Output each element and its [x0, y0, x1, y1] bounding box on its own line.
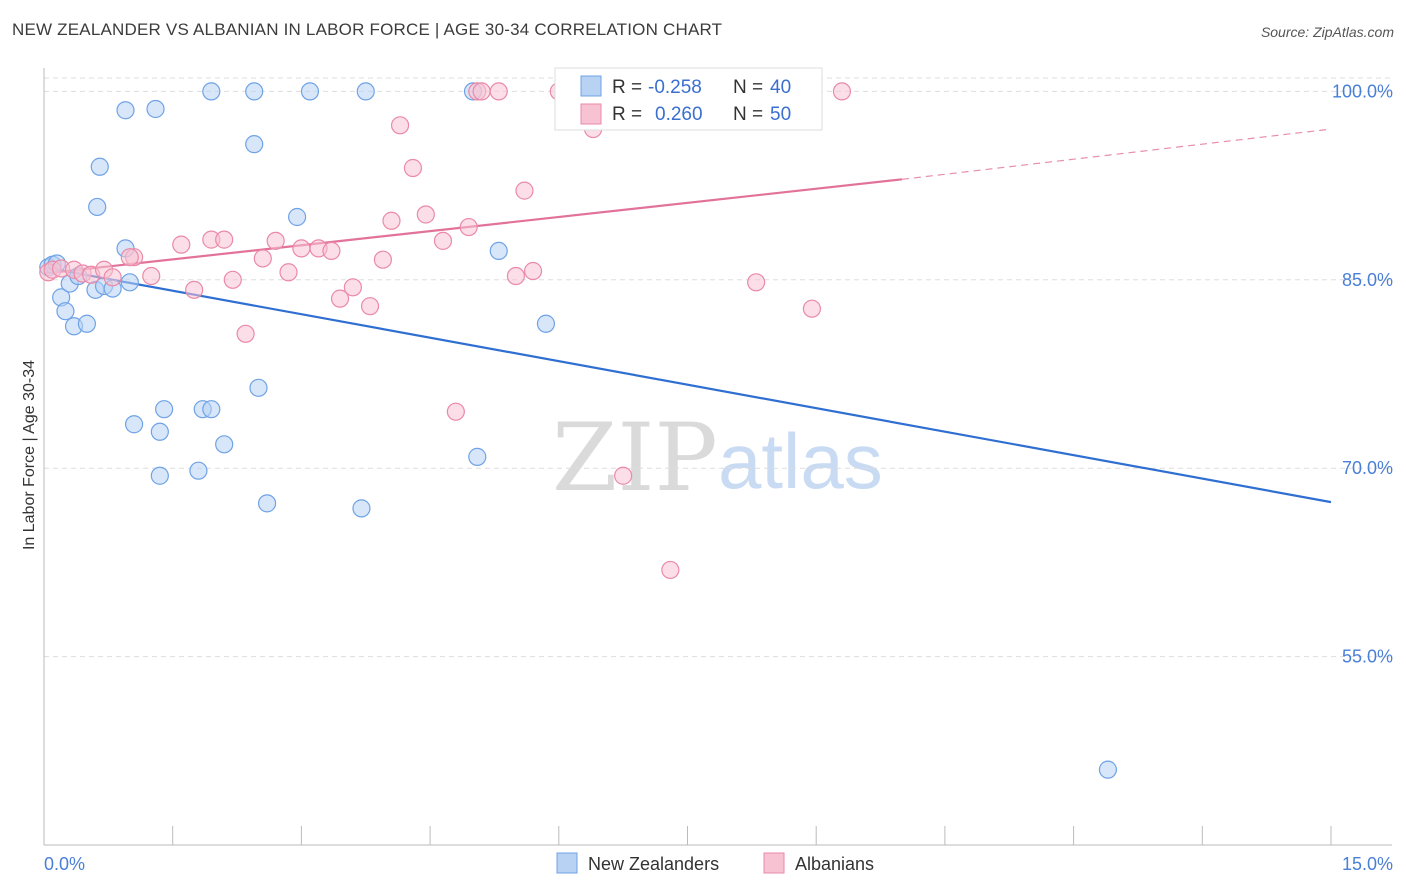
- bottom-legend: New Zealanders Albanians: [556, 852, 874, 874]
- trend-line-new-zealanders: [43, 266, 1332, 504]
- data-point-new-zealanders: [202, 82, 221, 101]
- source-label: Source: ZipAtlas.com: [1260, 24, 1394, 40]
- data-point-new-zealanders: [536, 314, 556, 333]
- data-point-new-zealanders: [288, 207, 307, 227]
- grid-layer: [44, 77, 1392, 658]
- legend-r-value-blue: -0.258: [648, 77, 702, 98]
- data-point-new-zealanders: [189, 461, 208, 480]
- data-point-albanians: [266, 231, 285, 250]
- data-point-albanians: [322, 241, 341, 261]
- data-point-albanians: [236, 324, 255, 343]
- watermark-atlas: atlas: [718, 417, 883, 505]
- data-point-new-zealanders: [245, 82, 264, 101]
- watermark-zip: ZIP: [552, 404, 718, 513]
- points-layer: [39, 82, 1118, 779]
- x-tick-label: 0.0%: [44, 854, 85, 874]
- data-point-new-zealanders: [215, 435, 234, 454]
- data-point-albanians: [747, 273, 766, 292]
- data-point-albanians: [292, 239, 311, 258]
- bottom-legend-swatch-blue: [556, 852, 578, 874]
- chart-title: NEW ZEALANDER VS ALBANIAN IN LABOR FORCE…: [12, 20, 723, 39]
- trend-line-albanians-extension: [901, 128, 1332, 180]
- data-point-new-zealanders: [468, 447, 487, 466]
- data-point-albanians: [661, 560, 680, 580]
- data-point-new-zealanders: [77, 314, 97, 333]
- data-point-new-zealanders: [155, 400, 174, 419]
- data-point-new-zealanders: [116, 101, 135, 120]
- legend-n-value-pink: 50: [770, 104, 791, 125]
- data-point-new-zealanders: [90, 157, 109, 176]
- data-point-new-zealanders: [56, 302, 75, 321]
- data-point-albanians: [390, 116, 410, 135]
- data-point-albanians: [279, 263, 298, 282]
- data-point-albanians: [459, 217, 478, 237]
- data-point-albanians: [330, 289, 350, 308]
- data-point-albanians: [120, 248, 139, 267]
- y-tick-label: 55.0%: [1342, 647, 1393, 667]
- data-point-albanians: [403, 158, 423, 178]
- data-point-new-zealanders: [356, 82, 375, 101]
- data-point-new-zealanders: [352, 499, 371, 518]
- legend-n-value-blue: 40: [770, 77, 791, 98]
- data-point-new-zealanders: [150, 466, 169, 485]
- legend-r-label-pink: R =: [612, 104, 642, 125]
- y-axis-label: In Labor Force | Age 30-34: [21, 360, 38, 550]
- data-point-albanians: [614, 466, 633, 485]
- data-point-albanians: [215, 230, 234, 249]
- legend-swatch-pink: [580, 103, 602, 125]
- data-point-albanians: [185, 280, 204, 299]
- bottom-legend-swatch-pink: [763, 852, 785, 874]
- legend-swatch-blue: [580, 75, 602, 97]
- legend-n-label-blue: N =: [733, 77, 763, 98]
- data-point-albanians: [832, 82, 852, 101]
- data-point-new-zealanders: [146, 99, 165, 119]
- y-tick-label: 100.0%: [1332, 81, 1393, 101]
- y-tick-label: 70.0%: [1342, 458, 1393, 478]
- axis-layer: 55.0% 70.0% 85.0% 100.0% 0.0% 15.0%: [43, 68, 1393, 874]
- legend-r-label-blue: R =: [612, 77, 642, 98]
- data-point-albanians: [802, 299, 822, 318]
- data-point-albanians: [489, 82, 508, 101]
- data-point-albanians: [172, 235, 191, 254]
- data-point-albanians: [472, 82, 491, 101]
- data-point-albanians: [373, 250, 393, 269]
- data-point-albanians: [523, 261, 543, 281]
- data-point-new-zealanders: [249, 378, 268, 397]
- x-tick-label: 15.0%: [1342, 854, 1393, 874]
- legend-r-value-pink: 0.260: [655, 104, 703, 125]
- data-point-new-zealanders: [202, 400, 221, 419]
- data-point-new-zealanders: [124, 415, 144, 434]
- y-tick-label: 85.0%: [1342, 270, 1393, 290]
- data-point-albanians: [142, 266, 161, 286]
- data-point-albanians: [253, 249, 272, 268]
- data-point-albanians: [506, 266, 526, 286]
- data-point-new-zealanders: [1098, 760, 1118, 779]
- data-point-new-zealanders: [489, 241, 508, 261]
- legend-n-label-pink: N =: [733, 104, 763, 125]
- data-point-albanians: [343, 278, 362, 297]
- data-point-albanians: [360, 297, 380, 316]
- data-point-albanians: [382, 211, 401, 230]
- data-point-new-zealanders: [88, 197, 107, 217]
- data-point-albanians: [446, 402, 465, 421]
- data-point-albanians: [223, 270, 242, 289]
- bottom-legend-label-blue: New Zealanders: [588, 854, 719, 874]
- data-point-albanians: [515, 181, 534, 200]
- data-point-albanians: [433, 231, 453, 250]
- data-point-new-zealanders: [245, 135, 264, 154]
- data-point-new-zealanders: [150, 422, 169, 441]
- data-point-albanians: [416, 205, 435, 224]
- top-legend: R = -0.258 N = 40 R = 0.260 N = 50: [554, 67, 823, 131]
- data-point-albanians: [103, 268, 122, 287]
- data-point-new-zealanders: [120, 273, 139, 292]
- data-point-new-zealanders: [300, 82, 320, 101]
- bottom-legend-label-pink: Albanians: [795, 854, 874, 874]
- data-point-new-zealanders: [257, 494, 277, 513]
